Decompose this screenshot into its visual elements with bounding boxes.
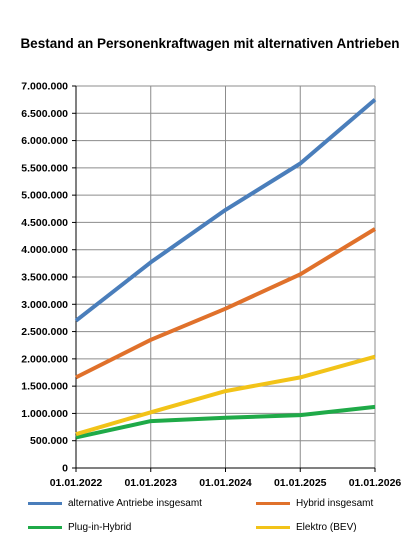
series-lines — [74, 98, 377, 440]
legend-swatch — [28, 502, 62, 505]
y-tick-label: 6.000.000 — [21, 135, 68, 147]
legend-swatch — [256, 502, 290, 505]
legend-label: Hybrid insgesamt — [296, 498, 374, 509]
legend-swatch — [28, 526, 62, 529]
tick-labels: 0 500.000 1.000.000 1.500.000 2.000.000 2.500… — [21, 81, 401, 490]
series-line-4 — [75, 354, 376, 437]
y-tick-label: 4.500.000 — [21, 217, 68, 229]
legend-item: Plug-in-Hybrid — [28, 522, 131, 533]
chart-title: Bestand an Personenkraftwagen mit altern… — [20, 36, 400, 51]
legend-label: Elektro (BEV) — [296, 522, 357, 533]
x-tick-label: 01.01.2024 — [199, 477, 252, 489]
y-tick-label: 4.000.000 — [21, 244, 68, 256]
y-tick-label: 2.000.000 — [21, 353, 68, 365]
y-tick-label: 2.500.000 — [21, 326, 68, 338]
y-tick-label: 5.000.000 — [21, 190, 68, 202]
x-tick-label: 01.01.2023 — [124, 477, 177, 489]
series-line-2 — [75, 227, 377, 380]
axes — [72, 85, 376, 472]
y-tick-label: 3.000.000 — [21, 299, 68, 311]
y-tick-label: 6.500.000 — [21, 108, 68, 120]
legend-item: Elektro (BEV) — [256, 522, 357, 533]
y-tick-label: 0 — [62, 463, 68, 475]
series-line-1 — [74, 98, 377, 323]
x-tick-label: 01.01.2025 — [274, 477, 327, 489]
y-tick-label: 7.000.000 — [21, 81, 68, 93]
x-tick-label: 01.01.2026 — [349, 477, 402, 489]
y-tick-label: 1.500.000 — [21, 381, 68, 393]
legend-swatch — [256, 526, 290, 529]
legend-label: Plug-in-Hybrid — [68, 522, 132, 533]
y-tick-label: 3.500.000 — [21, 272, 68, 284]
y-tick-label: 5.500.000 — [21, 162, 68, 174]
y-tick-label: 500.000 — [30, 435, 68, 447]
x-tick-label: 01.01.2022 — [50, 477, 103, 489]
y-tick-label: 1.000.000 — [21, 408, 68, 420]
legend-item: alternative Antriebe insgesamt — [28, 498, 202, 509]
legend-item: Hybrid insgesamt — [256, 498, 373, 509]
series-line-3 — [75, 404, 376, 440]
legend-label: alternative Antriebe insgesamt — [68, 498, 202, 509]
